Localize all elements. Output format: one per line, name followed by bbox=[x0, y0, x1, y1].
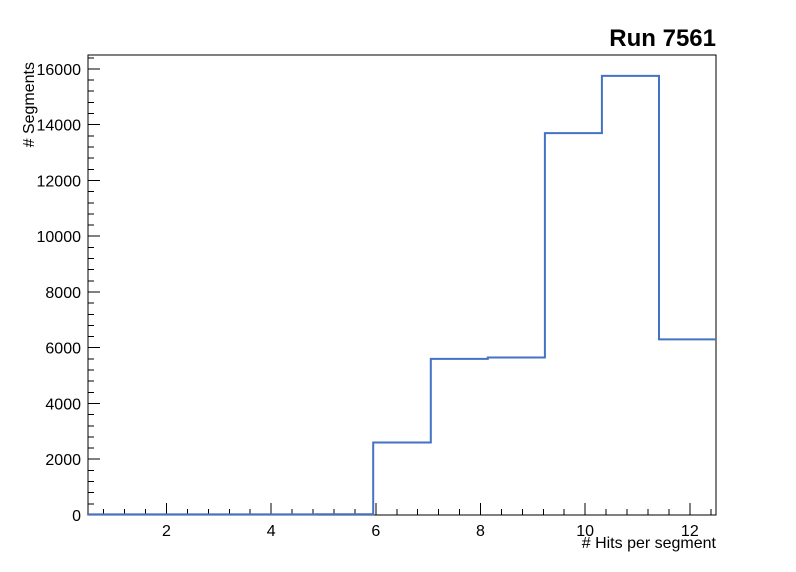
x-tick-label: 6 bbox=[371, 523, 380, 540]
y-tick-label: 2000 bbox=[45, 452, 81, 469]
x-tick-label: 8 bbox=[476, 523, 485, 540]
y-tick-label: 10000 bbox=[37, 229, 82, 246]
plot-frame bbox=[87, 54, 717, 516]
chart-title: Run 7561 bbox=[609, 25, 716, 52]
y-tick-label: 14000 bbox=[37, 118, 82, 135]
x-axis-title: # Hits per segment bbox=[582, 535, 717, 552]
y-tick-label: 0 bbox=[72, 508, 81, 525]
y-tick-label: 6000 bbox=[45, 341, 81, 358]
x-tick-label: 4 bbox=[267, 523, 276, 540]
y-axis-title: # Segments bbox=[21, 62, 38, 147]
x-tick-label: 12 bbox=[681, 523, 699, 540]
x-tick-label: 2 bbox=[162, 523, 171, 540]
y-tick-label: 16000 bbox=[37, 62, 82, 79]
y-tick-label: 4000 bbox=[45, 396, 81, 413]
y-tick-label: 8000 bbox=[45, 285, 81, 302]
axis-ticks bbox=[88, 57, 712, 516]
y-tick-label: 12000 bbox=[37, 173, 82, 190]
x-tick-label: 10 bbox=[576, 523, 594, 540]
axis-tick-labels: 2 4 6 8 10 12 0 2000 4000 6000 8000 10000 12000 14000… bbox=[37, 62, 699, 540]
histogram-line bbox=[88, 74, 716, 516]
